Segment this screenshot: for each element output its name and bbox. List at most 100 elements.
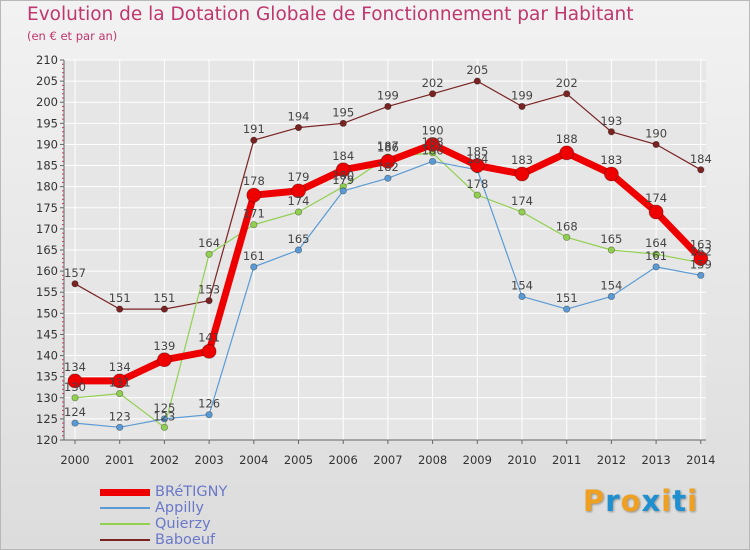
data-point-quierzy: [294, 208, 303, 216]
data-label-baboeuf: 151: [153, 291, 175, 305]
y-tick-label: 120: [36, 433, 58, 447]
y-tick-label: 200: [36, 95, 58, 109]
data-point-appilly: [563, 305, 571, 313]
data-label-quierzy: 174: [288, 194, 310, 208]
data-label-appilly: 179: [332, 173, 354, 187]
data-label-bretigny: 134: [64, 360, 86, 374]
data-point-baboeuf: [160, 305, 168, 313]
y-tick-label: 130: [36, 391, 58, 405]
y-tick-label: 150: [36, 306, 58, 320]
x-tick-label: 2009: [463, 453, 492, 467]
x-tick-label: 2004: [239, 453, 268, 467]
data-label-appilly: 123: [109, 409, 131, 423]
logo-letter: t: [672, 484, 688, 518]
y-tick-label: 160: [36, 264, 58, 278]
data-point-bretigny: [201, 343, 217, 359]
chart-subtitle: (en € et par an): [27, 29, 118, 43]
data-point-quierzy: [116, 389, 124, 398]
y-tick-label: 140: [36, 349, 58, 363]
data-label-bretigny: 184: [332, 149, 354, 163]
data-label-baboeuf: 202: [556, 76, 578, 90]
data-point-baboeuf: [563, 90, 571, 98]
proxiti-logo: Proxiti: [583, 484, 698, 518]
y-tick-label: 165: [36, 243, 58, 257]
data-label-appilly: 165: [288, 232, 310, 246]
series-appilly: [71, 157, 705, 431]
x-tick-label: 2007: [373, 453, 402, 467]
data-label-baboeuf: 199: [377, 88, 399, 102]
data-label-appilly: 126: [198, 397, 220, 411]
data-label-bretigny: 134: [109, 360, 131, 374]
data-label-quierzy: 131: [109, 376, 131, 390]
data-point-appilly: [160, 415, 168, 423]
legend-label-bretigny: BRéTIGNY: [155, 484, 228, 500]
y-tick-label: 210: [36, 53, 58, 67]
data-label-baboeuf: 195: [332, 105, 354, 119]
data-label-bretigny: 179: [288, 170, 310, 184]
data-point-bretigny: [469, 158, 485, 173]
legend-label-quierzy: Quierzy: [155, 516, 211, 532]
data-point-quierzy: [607, 246, 616, 254]
x-tick-label: 2005: [284, 453, 313, 467]
logo-letter: P: [583, 484, 606, 518]
data-point-quierzy: [205, 250, 213, 258]
data-label-appilly: 186: [422, 143, 444, 157]
y-tick-label: 145: [36, 327, 58, 341]
x-tick-label: 2001: [105, 453, 134, 467]
data-label-quierzy: 171: [243, 207, 265, 221]
data-point-bretigny: [156, 352, 172, 368]
x-tick-label: 2012: [597, 453, 626, 467]
data-point-baboeuf: [205, 297, 213, 305]
data-point-baboeuf: [339, 119, 347, 127]
series-bretigny: [67, 137, 709, 389]
data-point-quierzy: [160, 423, 168, 431]
data-label-bretigny: 163: [690, 237, 712, 251]
data-point-quierzy: [473, 191, 481, 199]
data-point-appilly: [384, 174, 392, 182]
logo-letter: i: [661, 484, 673, 518]
logo-letter: r: [605, 484, 621, 518]
x-tick-label: 2000: [60, 453, 89, 467]
data-label-bretigny: 183: [600, 153, 622, 167]
data-point-baboeuf: [652, 140, 660, 149]
data-label-baboeuf: 151: [109, 291, 131, 305]
data-label-quierzy: 130: [64, 380, 86, 394]
data-label-appilly: 184: [466, 152, 488, 166]
y-tick-label: 190: [36, 137, 58, 151]
data-label-baboeuf: 205: [466, 63, 488, 77]
data-label-appilly: 161: [243, 249, 265, 263]
data-point-bretigny: [514, 166, 530, 182]
data-label-appilly: 125: [153, 401, 175, 415]
data-label-bretigny: 178: [243, 174, 265, 188]
data-point-baboeuf: [607, 128, 616, 136]
data-point-appilly: [205, 411, 213, 419]
data-point-appilly: [294, 246, 303, 254]
data-point-baboeuf: [294, 123, 303, 132]
data-point-appilly: [607, 292, 616, 301]
x-tick-label: 2003: [194, 453, 223, 467]
data-point-baboeuf: [518, 102, 526, 111]
data-label-bretigny: 183: [511, 153, 533, 167]
data-point-bretigny: [291, 183, 306, 199]
data-point-bretigny: [604, 166, 619, 182]
y-tick-label: 125: [36, 412, 58, 426]
data-label-appilly: 151: [556, 291, 578, 305]
data-label-baboeuf: 194: [288, 110, 310, 124]
data-label-baboeuf: 190: [645, 126, 667, 140]
data-label-appilly: 154: [511, 278, 533, 292]
legend-swatch-baboeuf: [100, 539, 150, 541]
data-label-appilly: 182: [377, 160, 399, 174]
x-tick-label: 2006: [329, 453, 358, 467]
data-label-bretigny: 141: [198, 330, 220, 344]
data-point-bretigny: [648, 204, 664, 220]
data-point-bretigny: [246, 187, 262, 203]
data-point-bretigny: [425, 137, 441, 152]
data-point-bretigny: [335, 162, 351, 178]
data-label-quierzy: 188: [422, 135, 444, 149]
data-point-appilly: [428, 157, 437, 165]
data-label-bretigny: 185: [466, 145, 488, 159]
data-point-quierzy: [652, 250, 660, 258]
y-tick-label: 180: [36, 180, 58, 194]
data-point-appilly: [250, 263, 258, 271]
